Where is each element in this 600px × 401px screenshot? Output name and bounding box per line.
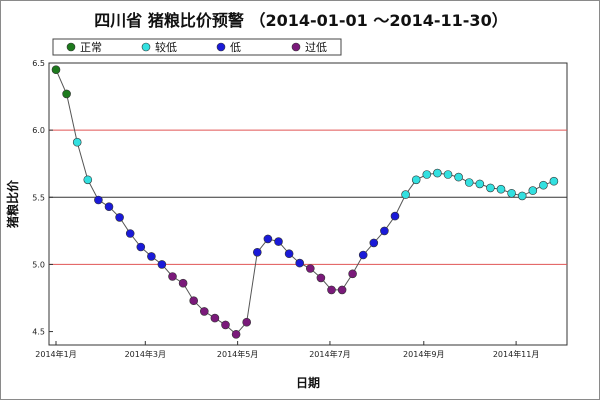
data-point [454,172,463,182]
x-tick-label: 2014年7月 [309,349,350,359]
legend-label: 较低 [155,40,177,54]
legend-marker [291,42,301,52]
data-point [348,269,357,279]
y-tick-label: 6.5 [32,59,45,68]
x-tick-label: 2014年9月 [403,349,444,359]
data-point [486,183,495,193]
data-point [136,242,146,252]
data-point [189,296,198,306]
legend-marker [141,42,151,52]
data-point [252,248,262,257]
x-tick-label: 2014年1月 [35,349,76,359]
data-point [242,317,251,327]
data-point [200,307,209,316]
x-axis-label: 日期 [296,375,320,390]
legend-marker [216,42,226,52]
data-point [358,250,368,260]
y-tick-label: 5.0 [32,260,45,269]
y-axis-label: 猪粮比价 [5,179,20,229]
data-point [83,175,93,185]
data-point [528,186,538,195]
data-point [539,180,548,190]
data-point [221,320,230,330]
data-point [433,168,442,178]
data-point [390,211,400,221]
data-point [369,238,379,248]
data-point [327,285,336,295]
data-point [263,234,273,244]
data-point [443,170,453,179]
data-point [380,226,389,236]
data-point [411,175,421,185]
data-points [51,65,559,339]
x-tick-label: 2014年11月 [493,349,540,359]
data-point [295,258,305,268]
data-point [115,213,124,222]
y-axis-ticks: 4.5 5.0 5.5 6.0 6.5 [32,59,53,337]
y-tick-label: 5.5 [32,193,45,202]
data-point [178,278,188,288]
data-point [517,191,527,201]
data-point [496,184,506,194]
x-axis-ticks: 2014年1月 2014年3月 2014年5月 2014年7月 2014年9月 2014年… [35,341,539,359]
data-point [168,272,177,281]
chart-title: 四川省 猪粮比价预警 （2014-01-01 ～2014-11-30） [94,11,507,30]
data-point [274,237,283,246]
legend-marker [66,42,76,52]
data-point [507,189,516,198]
data-point [147,252,156,261]
data-point [475,179,485,189]
data-point [549,176,559,186]
y-tick-label: 6.0 [32,126,45,135]
data-point [284,249,294,258]
data-point [337,285,347,295]
data-point [104,202,114,211]
x-tick-label: 2014年5月 [217,349,258,359]
data-point [464,178,474,187]
data-point [401,190,410,199]
data-point [316,273,326,283]
legend-label: 正常 [80,41,102,54]
data-point [62,89,71,99]
data-point [125,229,135,238]
data-point [305,264,315,273]
legend: 正常 较低 低 过低 [52,38,342,56]
legend-label: 过低 [305,41,327,54]
data-point [72,137,82,147]
legend-box [52,38,342,56]
y-tick-label: 4.5 [32,328,45,337]
data-point [231,329,241,339]
data-point [157,260,167,269]
legend-label: 低 [230,41,241,54]
plot-area [48,62,568,346]
data-point [210,313,220,323]
data-point [94,195,103,205]
x-tick-label: 2014年3月 [125,349,166,359]
data-point [51,65,61,74]
reference-lines [49,129,567,265]
data-point [422,170,432,179]
